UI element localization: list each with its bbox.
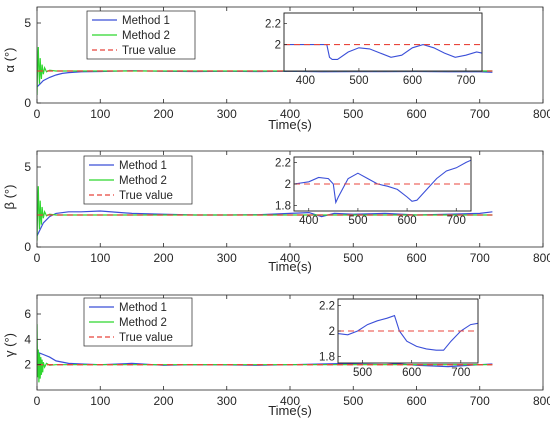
x-tick-label: 700 — [470, 251, 490, 265]
inset-x-tick-label: 500 — [349, 75, 368, 87]
x-axis-label: Time(s) — [268, 117, 312, 132]
legend-entry: Method 1 — [122, 15, 170, 27]
x-tick-label: 600 — [406, 394, 426, 408]
subplot-3: 0 100 200 300 400 500 600 700 800 6 4 2 Time(s) γ (°)… — [2, 294, 550, 418]
inset-series-group — [284, 44, 482, 60]
legend-entry: Method 2 — [119, 175, 167, 187]
x-tick-label: 400 — [280, 107, 300, 121]
inset-border — [283, 12, 483, 72]
y-tick-label: 0 — [24, 240, 31, 254]
series-line-method-1 — [37, 70, 493, 88]
series-group — [37, 186, 493, 241]
inset-x-tick-label: 700 — [451, 367, 470, 379]
subplot-1: 0 100 200 300 400 500 600 700 800 5 0 Time(s) α (°) M… — [2, 6, 550, 132]
legend: Method 1 Method 2 True value — [83, 155, 193, 205]
inset: 500 600 700 2.2 2 1.8 — [319, 298, 479, 379]
series-group — [37, 46, 493, 96]
x-tick-label: 800 — [533, 107, 550, 121]
x-axis-label: Time(s) — [268, 259, 312, 274]
legend: Method 1 Method 2 True value — [86, 10, 196, 60]
inset-y-tick-label: 1.8 — [275, 201, 291, 213]
inset-y-tick-label: 2.2 — [319, 300, 335, 312]
x-tick-label: 0 — [34, 107, 41, 121]
inset-series-group — [338, 314, 478, 351]
inset-box — [283, 12, 483, 72]
y-tick-label: 0 — [24, 96, 31, 110]
x-tick-label: 700 — [470, 107, 490, 121]
inset-x-tick-label: 400 — [299, 215, 318, 227]
inset-box — [293, 156, 472, 212]
y-tick-label: 5 — [24, 16, 31, 30]
y-tick-label: 6 — [24, 307, 31, 321]
legend-entry: True value — [119, 332, 173, 344]
inset-x-tick-label: 600 — [403, 75, 422, 87]
x-tick-label: 400 — [280, 394, 300, 408]
inset-x-tick-label: 400 — [296, 75, 315, 87]
y-tick-label: 2 — [24, 358, 31, 372]
x-tick-label: 500 — [343, 107, 363, 121]
inset-series-line-method-1 — [294, 159, 471, 205]
inset-y-tick-label: 2.2 — [275, 157, 291, 169]
x-tick-label: 600 — [406, 251, 426, 265]
inset-y-tick-label: 1.8 — [319, 352, 335, 364]
inset-series-group — [294, 159, 471, 205]
inset: 400 500 600 700 2.2 2 1.8 — [275, 156, 472, 227]
x-tick-label: 800 — [533, 394, 550, 408]
inset: 400 500 600 700 2.2 2 — [265, 12, 483, 87]
x-tick-label: 0 — [34, 394, 41, 408]
inset-x-tick-label: 700 — [456, 75, 475, 87]
x-tick-label: 100 — [90, 107, 110, 121]
y-axis-label: β (°) — [2, 185, 17, 210]
x-tick-label: 300 — [217, 394, 237, 408]
inset-x-tick-label: 600 — [397, 215, 416, 227]
inset-y-tick-label: 2.2 — [265, 19, 281, 31]
x-tick-label: 100 — [90, 251, 110, 265]
x-tick-label: 200 — [153, 251, 173, 265]
inset-y-tick-label: 2 — [329, 326, 335, 338]
x-tick-label: 800 — [533, 251, 550, 265]
subplot-2: 0 100 200 300 400 500 600 700 800 5 0 Time(s) β (°) M… — [2, 150, 550, 274]
x-tick-label: 100 — [90, 394, 110, 408]
inset-x-tick-label: 700 — [447, 215, 466, 227]
x-tick-label: 500 — [343, 251, 363, 265]
inset-x-tick-label: 500 — [353, 367, 372, 379]
x-tick-label: 700 — [470, 394, 490, 408]
legend-entry: Method 2 — [119, 317, 167, 329]
inset-x-tick-label: 600 — [402, 367, 421, 379]
legend-entry: Method 2 — [122, 30, 170, 42]
legend-entry: Method 1 — [119, 302, 167, 314]
y-tick-label: 4 — [24, 332, 31, 346]
inset-y-tick-label: 2 — [285, 179, 291, 191]
y-axis-label: γ (°) — [2, 333, 17, 357]
x-tick-label: 200 — [153, 107, 173, 121]
inset-x-tick-label: 500 — [348, 215, 367, 227]
x-tick-label: 400 — [280, 251, 300, 265]
y-axis-label: α (°) — [2, 48, 17, 73]
inset-series-line-method-1 — [338, 314, 478, 351]
inset-y-tick-label: 2 — [275, 40, 281, 52]
x-tick-label: 0 — [34, 251, 41, 265]
legend-entry: True value — [119, 190, 173, 202]
legend-entry: True value — [122, 45, 176, 57]
legend-box — [83, 155, 193, 205]
y-tick-label: 5 — [24, 160, 31, 174]
legend-entry: Method 1 — [119, 160, 167, 172]
x-axis-label: Time(s) — [268, 403, 312, 418]
x-tick-label: 600 — [406, 107, 426, 121]
x-tick-label: 500 — [343, 394, 363, 408]
series-group — [37, 324, 493, 383]
inset-series-line-method-1 — [284, 44, 482, 60]
x-tick-label: 300 — [217, 251, 237, 265]
legend: Method 1 Method 2 True value — [83, 297, 193, 347]
x-tick-label: 300 — [217, 107, 237, 121]
x-tick-label: 200 — [153, 394, 173, 408]
